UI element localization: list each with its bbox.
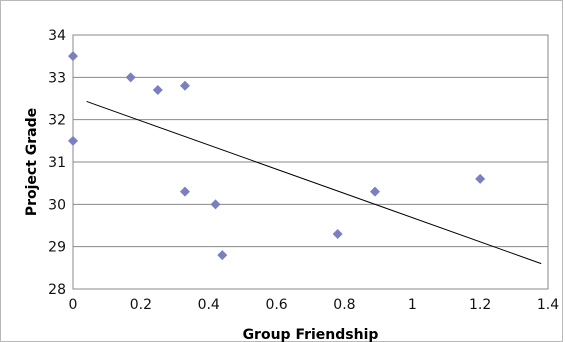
y-tick-label: 32 — [48, 113, 66, 129]
x-tick-label: 0 — [69, 297, 78, 313]
y-axis-title: Project Grade — [24, 108, 40, 216]
data-point — [179, 186, 190, 197]
x-axis-title: Group Friendship — [243, 327, 379, 342]
y-tick-label: 29 — [48, 240, 66, 256]
data-point — [68, 51, 78, 62]
data-point — [125, 72, 136, 83]
data-point — [332, 228, 343, 239]
x-tick-label: 0.8 — [333, 297, 355, 313]
y-tick-label: 34 — [48, 28, 66, 44]
x-tick-label: 1.2 — [469, 297, 491, 313]
data-points — [68, 51, 486, 261]
x-tick-label: 0.6 — [265, 297, 287, 313]
x-tick-label: 0.2 — [130, 297, 152, 313]
tick-labels: 28 29 30 31 32 33 34 0 0.2 0.4 0.6 0.8 1 1.2 1.4 — [48, 28, 559, 313]
y-tick-label: 33 — [48, 70, 66, 86]
y-tick-label: 28 — [48, 282, 66, 298]
y-tick-label: 31 — [48, 155, 66, 171]
data-point — [475, 173, 486, 184]
trendline — [86, 100, 542, 265]
data-point — [210, 199, 221, 210]
y-tick-label: 30 — [48, 197, 66, 213]
data-point — [369, 186, 380, 197]
data-point — [217, 250, 228, 261]
data-point — [179, 80, 190, 91]
x-tick-label: 1 — [408, 297, 417, 313]
data-point — [152, 85, 163, 96]
gridlines — [73, 76, 548, 248]
data-point — [68, 135, 78, 146]
x-tick-label: 1.4 — [537, 297, 559, 313]
x-tick-label: 0.4 — [198, 297, 220, 313]
plot-area-border — [72, 34, 549, 290]
